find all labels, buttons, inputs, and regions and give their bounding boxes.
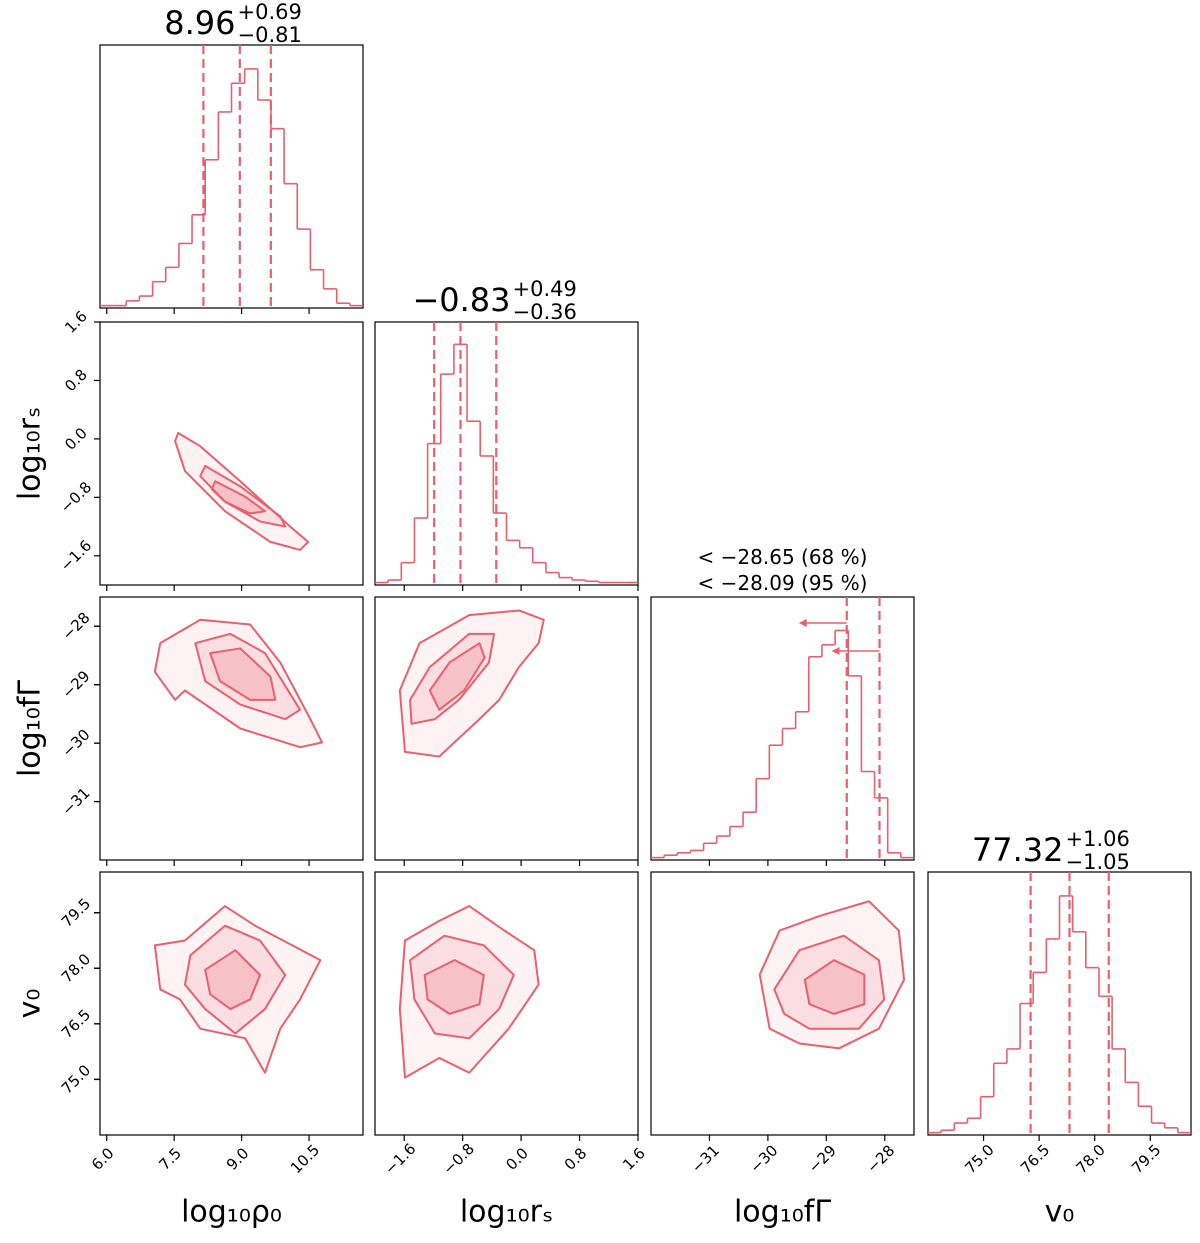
x-tick-label: −1.6 [381,1140,419,1178]
contour [204,949,262,1011]
panel-frame [650,596,915,861]
contour [409,632,496,725]
x-tick-label: −0.8 [439,1140,477,1178]
panel-frame [927,871,1192,1136]
contour [209,647,277,701]
y-tick-label: −30 [58,726,93,761]
y-tick-label: −1.6 [57,537,95,575]
x-axis-label: log₁₀fΓ [734,1195,831,1230]
contour [183,924,287,1035]
panel-frame [650,871,915,1136]
contour [773,934,886,1030]
y-tick-label: 78.0 [58,950,94,986]
x-tick-label: 9.0 [223,1144,253,1174]
y-tick-label: −29 [58,667,93,702]
hist-title-upper: +0.49 [513,277,577,301]
y-tick-label: 0.0 [61,424,91,454]
contour [423,959,485,1015]
contour [398,905,540,1079]
y-axis-label: log₁₀fΓ [13,680,48,777]
y-tick-label: −31 [58,784,93,819]
contour [210,480,266,515]
x-tick-label: −31 [688,1141,723,1176]
panel-frame [99,871,364,1136]
x-tick-label: 78.0 [1073,1141,1109,1177]
y-axis-label: log₁₀rₛ [13,407,48,500]
y-tick-label: 76.5 [58,1006,94,1042]
contour [194,632,302,721]
y-tick-label: 0.8 [61,366,91,396]
hist-title-value: 8.96 [164,4,235,42]
x-tick-label: 76.5 [1017,1141,1053,1177]
hist-title-line: < −28.65 (68 %) [698,545,868,569]
x-tick-label: 7.5 [155,1144,185,1174]
x-tick-label: −29 [805,1141,840,1176]
y-tick-label: −28 [58,609,93,644]
panel-frame [374,321,639,586]
x-tick-label: 79.5 [1128,1141,1164,1177]
x-tick-label: 0.8 [561,1144,591,1174]
x-axis-label: log₁₀ρ₀ [181,1195,282,1230]
x-axis-label: log₁₀rₛ [460,1195,553,1230]
x-tick-label: −28 [863,1141,898,1176]
contour [803,959,866,1015]
x-tick-label: 1.6 [619,1144,649,1174]
y-tick-label: −0.8 [57,478,95,516]
y-tick-label: 79.5 [58,895,94,931]
y-tick-label: 1.6 [61,307,91,337]
hist-title-line: < −28.09 (95 %) [698,571,868,595]
x-tick-label: 6.0 [88,1144,118,1174]
hist-title-upper: +1.06 [1066,827,1130,851]
contour [428,642,486,711]
contour [758,900,906,1050]
hist-title-value: 77.32 [972,831,1064,869]
x-axis-label: v₀ [1045,1195,1075,1230]
panel-frame [374,596,639,861]
y-tick-label: 75.0 [58,1061,94,1097]
x-tick-label: −30 [746,1141,781,1176]
panel-frame [99,596,364,861]
panel-frame [99,44,364,309]
panel-frame [99,321,364,586]
x-tick-label: 75.0 [961,1141,997,1177]
contour [174,432,310,551]
hist-title-lower: −0.81 [238,23,302,47]
hist-title-value: −0.83 [412,281,510,319]
hist-title-lower: −0.36 [513,300,577,324]
y-axis-label: v₀ [13,989,48,1019]
panel-frame [374,871,639,1136]
hist-title-lower: −1.05 [1066,850,1130,874]
contour [153,905,322,1074]
x-tick-label: 10.5 [287,1141,323,1177]
contour [409,934,515,1040]
x-tick-label: 0.0 [502,1144,532,1174]
hist-title-upper: +0.69 [238,0,302,24]
